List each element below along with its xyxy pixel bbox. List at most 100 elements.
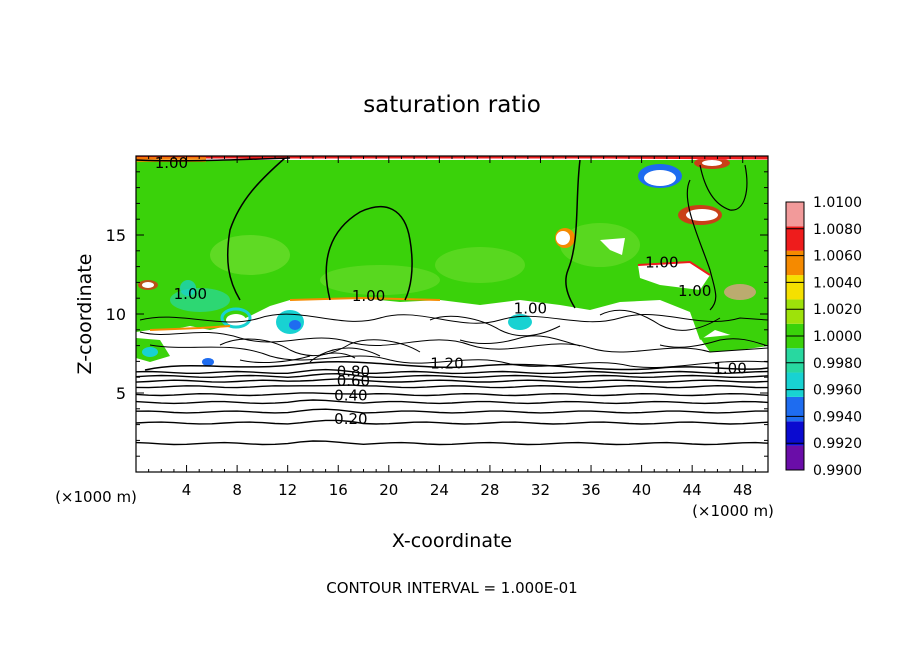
x-tick-label: 44 [683, 481, 702, 499]
colorbar-label: 1.0040 [813, 275, 862, 291]
light-spot [435, 247, 525, 283]
contour-line [226, 157, 286, 301]
colorbar-swatch [786, 421, 804, 446]
white-spot [142, 282, 154, 288]
blue-spot [289, 320, 301, 330]
chart-title: saturation ratio [363, 92, 541, 118]
colorbar-swatch [786, 202, 804, 227]
cyan-spot [142, 347, 158, 357]
contour-line [136, 419, 768, 425]
footer-note: CONTOUR INTERVAL = 1.000E-01 [326, 579, 577, 597]
colorbar-label: 1.0000 [813, 329, 862, 345]
colorbar-swatch [786, 348, 804, 373]
x-tick-label: 24 [430, 481, 449, 499]
colorbar-swatch [786, 226, 804, 251]
x-tick-label: 40 [632, 481, 651, 499]
y-axis-label: Z-coordinate [74, 254, 96, 375]
colorbar-label: 1.0020 [813, 302, 862, 318]
contour-label: 1.00 [713, 359, 746, 377]
x-tick-label: 48 [733, 481, 752, 499]
x-axis: 4 8 12 16 20 24 28 32 36 40 44 48 [148, 156, 756, 499]
white-spot [702, 160, 722, 166]
green-region [136, 160, 768, 340]
x-tick-label: 36 [581, 481, 600, 499]
contour-label: 0.80 [337, 363, 370, 381]
colorbar-label: 0.9940 [813, 409, 862, 425]
contour-line [136, 368, 768, 375]
contour-labels: 1.001.001.001.001.00 1.001.001.200.800.60… [155, 154, 747, 428]
orange-edge [289, 296, 441, 301]
colorbar-swatch [786, 372, 804, 397]
colorbar-swatch [786, 275, 804, 300]
colorbar-label: 0.9900 [813, 463, 862, 479]
contour-line [136, 399, 768, 405]
contour-line [699, 164, 748, 211]
contour-line [565, 159, 581, 309]
contour-label: 1.00 [645, 254, 678, 272]
contour-label: 1.00 [678, 282, 711, 300]
contour-line [136, 392, 768, 397]
colorbar-label: 1.0100 [813, 195, 862, 211]
contour-line [309, 352, 356, 363]
contour-line [136, 157, 291, 162]
contour-line [325, 205, 413, 301]
top-orange [136, 157, 206, 162]
contour-label: 1.00 [174, 285, 207, 303]
colorbar-label: 0.9960 [813, 383, 862, 399]
colorbar: 0.9900 0.9920 0.9940 0.9960 0.9980 1.0000 1.00… [785, 195, 862, 479]
x-tick-label: 8 [232, 481, 242, 499]
colorbar-swatch [786, 396, 804, 422]
x-tick-label: 20 [379, 481, 398, 499]
x-tick-label: 12 [278, 481, 297, 499]
green-patch-right [700, 332, 768, 352]
stratified-contours [136, 368, 768, 446]
colorbar-label: 0.9980 [813, 356, 862, 372]
contour-label: 0.60 [337, 372, 370, 390]
x-unit-right: (×1000 m) [692, 502, 774, 520]
y-tick-label: 10 [106, 305, 126, 324]
x-tick-label: 4 [182, 481, 192, 499]
contour-line [686, 179, 717, 311]
contour-label: 1.00 [352, 287, 385, 305]
cyan-spot [180, 280, 196, 296]
light-spot [210, 235, 290, 275]
y-tick-label: 5 [116, 384, 126, 403]
contour-label: 1.00 [514, 299, 547, 317]
x-tick-label: 32 [531, 481, 550, 499]
white-spot [638, 262, 710, 290]
light-spot [560, 223, 640, 267]
white-spot [600, 238, 625, 255]
x-tick-label: 28 [480, 481, 499, 499]
pink-spot [724, 284, 756, 300]
contour-label: 0.40 [334, 386, 367, 404]
white-spot [686, 209, 718, 221]
contour-line [136, 378, 768, 383]
orange-edge [149, 325, 231, 331]
colorbar-swatch [786, 299, 804, 324]
contour-line [136, 372, 768, 379]
contour-line [136, 384, 768, 389]
contour-line [136, 440, 768, 446]
white-spot [644, 170, 676, 186]
turbulent-contours [139, 309, 768, 369]
white-spot [226, 314, 246, 326]
contour-label: 1.20 [430, 355, 463, 373]
contour-line [136, 408, 768, 414]
contour-line-1-20 [144, 360, 768, 371]
cyan-spot [508, 314, 532, 330]
red-edge [637, 260, 711, 276]
x-axis-label: X-coordinate [392, 530, 512, 552]
plot-area [136, 156, 768, 472]
blue-spot [202, 358, 214, 366]
x-unit-left: (×1000 m) [55, 488, 137, 506]
colorbar-swatch [786, 445, 804, 470]
x-tick-label: 16 [329, 481, 348, 499]
white-spot [556, 231, 570, 245]
colorbar-label: 0.9920 [813, 436, 862, 452]
contour-label: 0.20 [334, 410, 367, 428]
colorbar-label: 1.0080 [813, 222, 862, 238]
colorbar-swatch [786, 250, 804, 276]
contour-label: 1.00 [155, 154, 188, 172]
